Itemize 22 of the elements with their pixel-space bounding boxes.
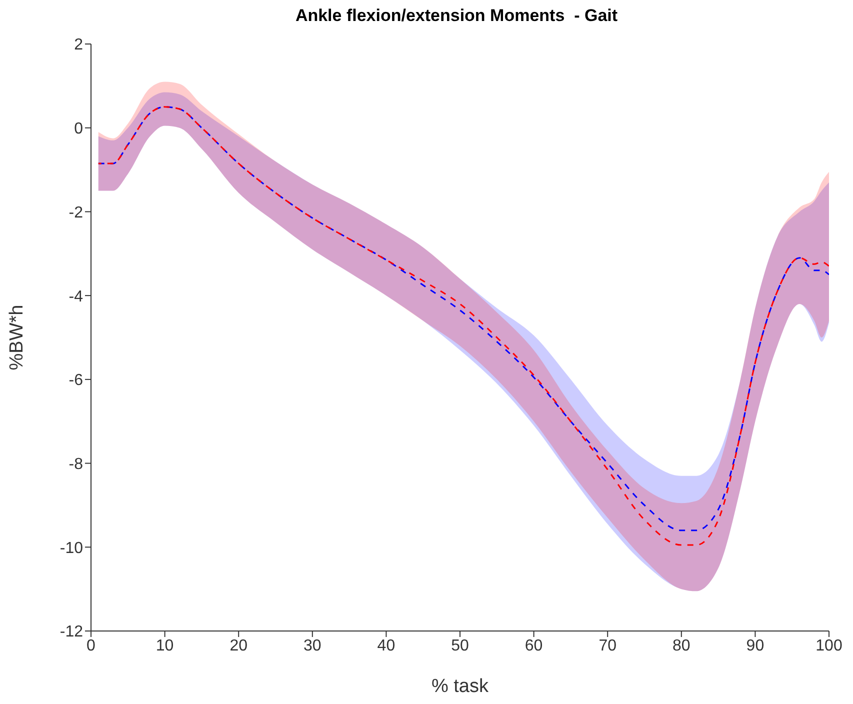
y-tick-label: -2 [68, 204, 84, 222]
x-tick-label: 0 [86, 637, 96, 654]
x-tick-label: 40 [377, 637, 396, 654]
y-tick-label: -4 [68, 288, 84, 306]
y-axis-title: %BW*h [6, 304, 28, 370]
x-tick-label: 30 [304, 637, 322, 654]
x-tick-label: 90 [746, 637, 764, 654]
x-tick-label: 80 [672, 637, 690, 654]
y-tick-label: -10 [60, 540, 84, 557]
x-tick-label: 60 [524, 637, 543, 654]
x-tick-label: 50 [451, 637, 469, 654]
y-tick-label: 2 [74, 36, 84, 54]
x-axis-title: % task [431, 676, 490, 697]
x-tick-label: 100 [816, 637, 842, 654]
y-tick-label: -8 [68, 456, 84, 473]
x-tick-label: 20 [230, 637, 248, 654]
x-tick-label: 70 [598, 637, 617, 654]
x-tick-label: 10 [156, 637, 174, 654]
y-tick-label: -6 [68, 372, 84, 390]
chart-title: Ankle flexion/extension Moments - Gait [294, 6, 619, 26]
y-tick-label: -12 [60, 624, 84, 641]
y-tick-label: 0 [74, 120, 84, 138]
